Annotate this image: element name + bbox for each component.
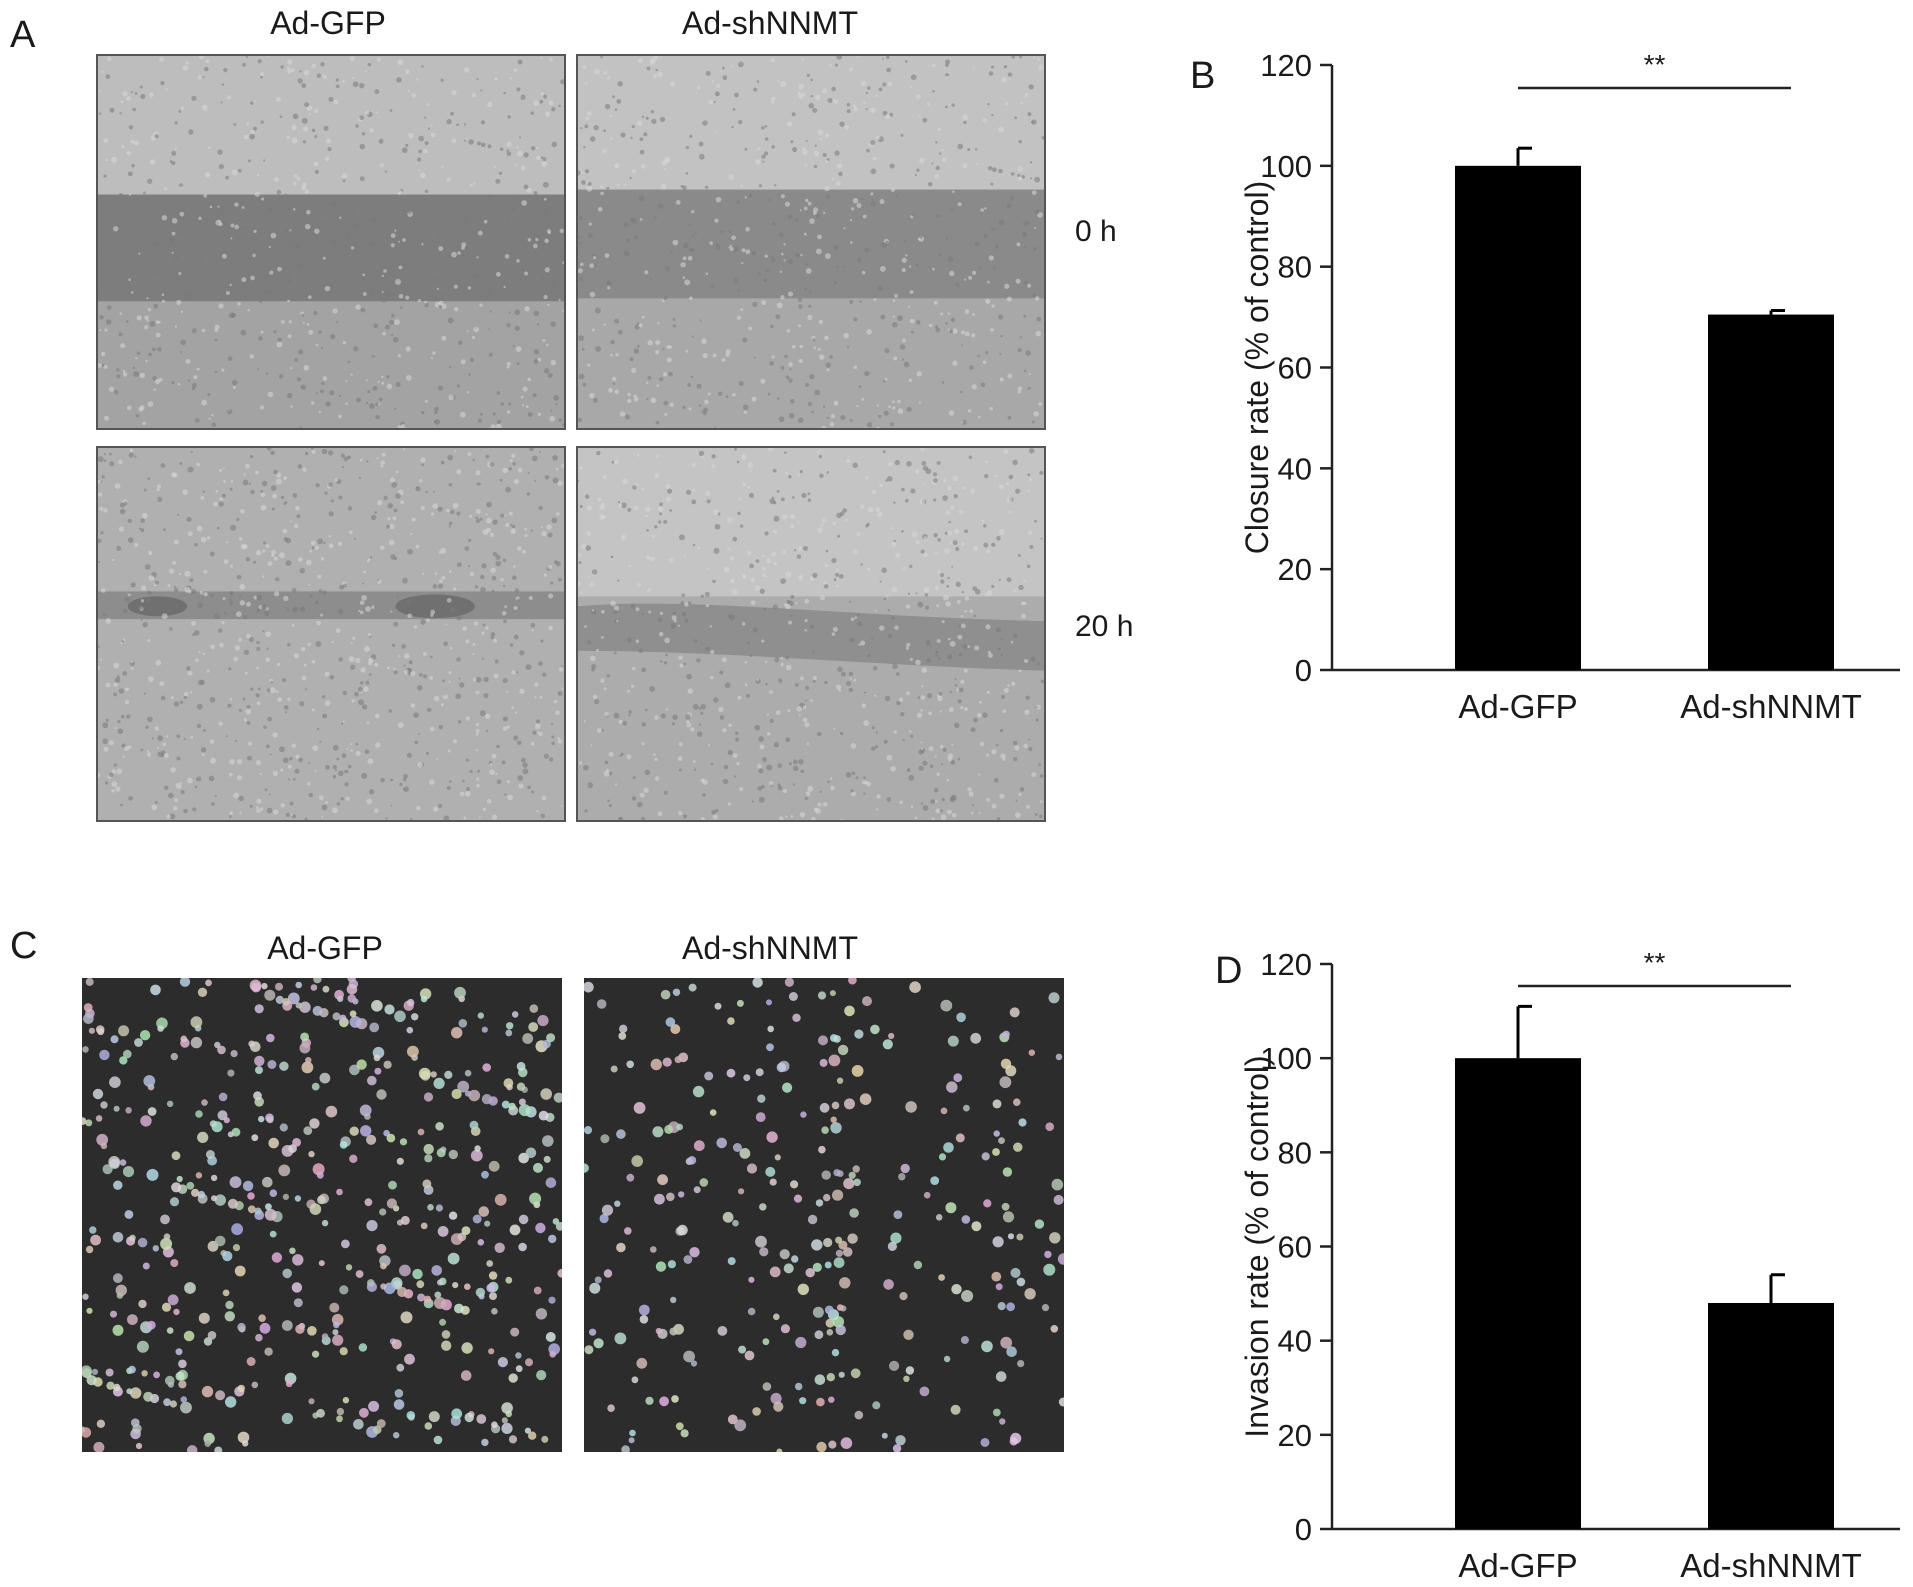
chart-d-y-tick-label: 80 — [1278, 1135, 1312, 1170]
chart-b-y-tick-label: 40 — [1278, 451, 1312, 486]
panel-a-row-label-0h: 0 h — [1075, 215, 1117, 248]
micrograph-gfp-0h — [96, 54, 566, 430]
chart-b-y-tick-label: 100 — [1260, 149, 1312, 184]
chart-b-y-tick-label: 120 — [1260, 48, 1312, 83]
micrograph-gfp-20h — [96, 446, 566, 822]
chart-d-bar-1 — [1455, 1058, 1581, 1529]
chart-d-y-tick-label: 0 — [1295, 1512, 1312, 1547]
chart-d-y-tick-label: 60 — [1278, 1230, 1312, 1265]
chart-d-y-tick-label: 40 — [1278, 1324, 1312, 1359]
chart-d-bar-2 — [1708, 1303, 1834, 1529]
panel-a-column-label-gfp: Ad-GFP — [270, 5, 386, 41]
panel-c-letter: C — [10, 925, 38, 967]
chart-b-significance-label: ** — [1644, 49, 1666, 80]
chart-b-y-tick-label: 60 — [1278, 351, 1312, 386]
chart-d-y-tick-label: 20 — [1278, 1418, 1312, 1453]
chart-b-bar-1 — [1455, 165, 1581, 670]
chart-d-y-tick-label: 100 — [1260, 1041, 1312, 1076]
fluorescence-image-shnnmt — [584, 978, 1064, 1452]
panel-b-letter: B — [1190, 55, 1216, 97]
panel-a-column-label-shnnmt: Ad-shNNMT — [681, 5, 858, 41]
panel-d-letter: D — [1215, 950, 1243, 992]
chart-closure-rate: 0 20 40 60 80 100 120 Closure rate (% of contro… — [1239, 48, 1900, 725]
fluorescence-image-gfp — [82, 978, 562, 1452]
chart-invasion-rate: 0 20 40 60 80 100 120 Invasion rate (% of contr… — [1239, 947, 1900, 1584]
panel-c-column-label-shnnmt: Ad-shNNMT — [681, 930, 858, 966]
panel-a-row-label-20h: 20 h — [1075, 610, 1134, 643]
chart-d-x-tick-label-1: Ad-GFP — [1458, 1547, 1577, 1584]
chart-b-x-tick-label-2: Ad-shNNMT — [1680, 688, 1862, 725]
chart-d-significance-label: ** — [1644, 947, 1666, 978]
chart-d-x-tick-label-2: Ad-shNNMT — [1680, 1547, 1862, 1584]
panel-a-letter: A — [10, 14, 36, 56]
chart-b-y-tick-label: 0 — [1295, 653, 1312, 688]
micrograph-shnnmt-20h — [576, 446, 1046, 822]
chart-b-bar-2 — [1708, 314, 1834, 670]
micrograph-shnnmt-0h — [576, 54, 1046, 430]
chart-d-y-tick-label: 120 — [1260, 947, 1312, 982]
chart-b-y-tick-label: 20 — [1278, 552, 1312, 587]
chart-b-x-tick-label-1: Ad-GFP — [1458, 688, 1577, 725]
chart-b-y-tick-label: 80 — [1278, 250, 1312, 285]
chart-b-y-axis-label: Closure rate (% of control) — [1239, 181, 1275, 554]
chart-d-y-axis-label: Invasion rate (% of control) — [1239, 1055, 1275, 1437]
panel-c-column-label-gfp: Ad-GFP — [267, 930, 383, 966]
